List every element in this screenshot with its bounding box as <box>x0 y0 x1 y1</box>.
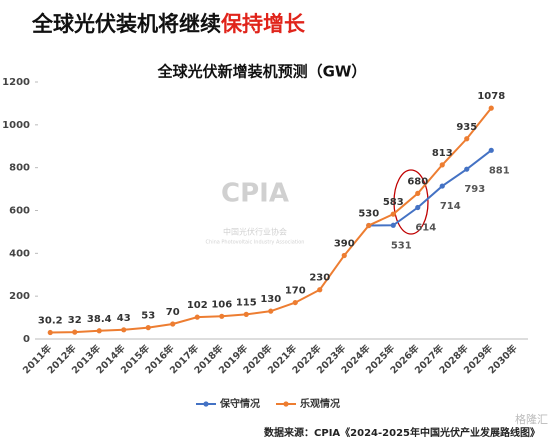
y-tick-label: 200 <box>9 291 30 302</box>
data-label: 115 <box>236 297 257 308</box>
data-label: 230 <box>309 273 330 284</box>
data-label: 32 <box>68 315 82 326</box>
data-point <box>415 190 421 196</box>
data-label: 38.4 <box>87 314 112 325</box>
data-point <box>390 211 396 217</box>
data-point <box>415 204 421 211</box>
chart-title: 全球光伏新增装机预测（GW） <box>157 63 367 81</box>
data-point <box>72 329 78 335</box>
y-tick-label: 600 <box>9 206 30 217</box>
headline-text: 全球光伏装机将继续 <box>32 12 221 36</box>
data-label: 935 <box>456 122 477 133</box>
data-point <box>488 105 494 111</box>
y-tick-label: 0 <box>23 334 30 345</box>
data-point <box>464 136 470 142</box>
data-point <box>243 311 249 317</box>
data-point <box>219 313 225 319</box>
data-label: 1078 <box>477 91 505 102</box>
data-point <box>390 222 396 228</box>
data-label: 30.2 <box>38 316 63 327</box>
data-label: 813 <box>432 148 453 159</box>
data-label: 70 <box>166 307 180 318</box>
data-label: 43 <box>117 313 131 324</box>
data-point <box>96 328 102 334</box>
data-label: 102 <box>187 300 208 311</box>
highlight-ellipse <box>393 169 429 235</box>
watermark-english: China Photovoltaic Industry Association <box>206 240 305 246</box>
y-tick-label: 1200 <box>2 77 30 88</box>
legend-label: 乐观情况 <box>300 397 340 410</box>
data-label: 680 <box>407 176 428 187</box>
headline: 全球光伏装机将继续保持增长 <box>32 8 305 38</box>
data-label: 53 <box>141 311 155 322</box>
data-point <box>439 183 445 189</box>
watermark-logo: CPIA <box>221 179 289 209</box>
data-point <box>292 299 298 306</box>
watermark-name: 中国光伏行业协会 <box>223 227 287 237</box>
data-label: 881 <box>489 165 510 176</box>
data-label: 170 <box>285 286 306 297</box>
y-tick-label: 1000 <box>2 120 30 131</box>
data-point <box>439 162 445 168</box>
data-point <box>464 166 470 172</box>
data-point <box>170 321 176 327</box>
data-label: 793 <box>464 184 485 195</box>
y-tick-label: 400 <box>9 248 30 259</box>
data-label: 714 <box>440 201 461 212</box>
source: 数据来源：CPIA《2024-2025年中国光伏产业发展路线图》 <box>264 426 540 439</box>
series-line <box>368 149 492 227</box>
data-point <box>145 325 151 331</box>
data-label: 614 <box>415 223 436 234</box>
data-point <box>121 327 127 333</box>
y-tick-label: 800 <box>9 163 30 174</box>
legend-label: 保守情况 <box>219 397 260 410</box>
watermark: CPIA 中国光伏行业协会 China Photovoltaic Industr… <box>206 179 305 246</box>
data-label: 531 <box>391 240 412 251</box>
data-point <box>317 287 323 293</box>
data-point <box>194 314 200 320</box>
legend-swatch-dot <box>203 401 209 407</box>
data-label: 583 <box>383 197 404 208</box>
data-label: 390 <box>334 238 355 249</box>
data-point <box>341 252 347 259</box>
data-point <box>268 308 274 314</box>
data-point <box>47 329 53 336</box>
legend-swatch-dot <box>283 401 289 407</box>
brand: 格隆汇 <box>515 412 548 426</box>
headline-highlight: 保持增长 <box>221 12 305 36</box>
data-label: 130 <box>260 294 281 305</box>
data-point <box>366 222 372 229</box>
data-point <box>488 147 494 153</box>
data-label: 530 <box>358 208 379 219</box>
data-label: 106 <box>211 299 232 310</box>
